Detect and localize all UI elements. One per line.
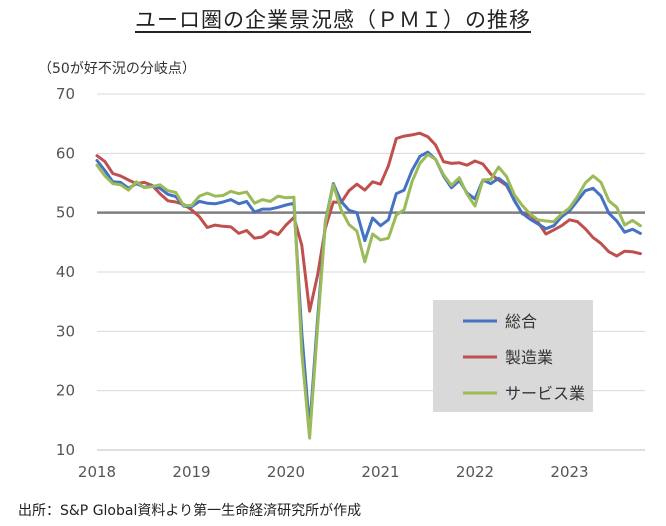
x-tick-label: 2023 [550, 463, 588, 481]
series-line-1 [95, 131, 642, 313]
y-tick-label: 30 [56, 322, 75, 340]
y-tick-label: 60 [56, 144, 75, 162]
x-tick-label: 2021 [361, 463, 399, 481]
y-tick-label: 50 [56, 204, 75, 222]
series-lines [95, 131, 642, 440]
x-tick-labels: 2018 2019 2020 2021 2022 2023 [78, 463, 589, 481]
legend-label: 総合 [505, 312, 537, 331]
y-tick-label: 70 [56, 85, 75, 103]
chart-title: ユーロ圏の企業景況感（ＰＭＩ）の推移 [0, 4, 666, 34]
y-tick-label: 20 [56, 382, 75, 400]
chart-title-text: ユーロ圏の企業景況感（ＰＭＩ）の推移 [135, 8, 531, 32]
legend-label: 製造業 [505, 348, 553, 367]
series-line-2 [95, 153, 642, 440]
y-axis-unit-label: （50が好不況の分岐点） [38, 61, 196, 77]
x-tick-label: 2019 [172, 463, 210, 481]
legend-label: サービス業 [505, 384, 585, 403]
source-note: 出所：S&P Global資料より第一生命経済研究所が作成 [18, 503, 362, 519]
x-tick-label: 2018 [78, 463, 116, 481]
y-tick-label: 40 [56, 263, 75, 281]
legend-box [433, 300, 593, 412]
y-tick-label: 10 [56, 441, 75, 459]
x-tick-label: 2022 [456, 463, 494, 481]
x-tick-label: 2020 [267, 463, 305, 481]
y-tick-labels: 10 20 30 40 50 60 70 [56, 85, 75, 459]
